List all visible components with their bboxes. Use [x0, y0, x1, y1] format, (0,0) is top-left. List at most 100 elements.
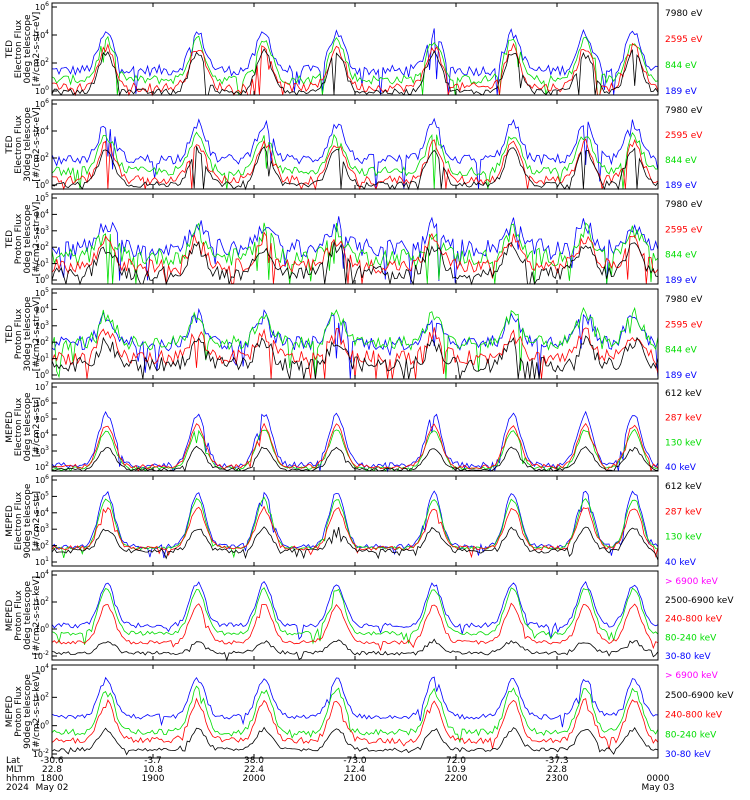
plot-frame: [51, 288, 659, 380]
y-axis-label: MEPED: [5, 505, 15, 537]
x-tick-label: 2000: [243, 774, 266, 784]
y-tick-label: 105: [35, 192, 49, 203]
x-tick-label: May 03: [642, 783, 675, 793]
panel-6: 106 105 104 103 102 101 MEPED Electron Flux 90de…: [5, 474, 702, 568]
legend-entry: 844 eV: [665, 346, 698, 356]
y-tick-label: 105: [35, 413, 49, 424]
y-tick-label: 104: [35, 663, 49, 674]
legend-entry: 240-800 keV: [665, 615, 723, 625]
series-3-line: [52, 138, 659, 191]
y-tick-label: 104: [35, 569, 49, 580]
y-axis-label: Proton Flux: [14, 686, 24, 737]
x-tick-label: -30.6: [40, 756, 64, 766]
series-3-line: [51, 697, 659, 750]
x-tick-label: 72.0: [446, 756, 466, 766]
y-tick-label: 103: [35, 445, 49, 456]
y-axis-label: [#/cm2-s-str-keV]: [32, 672, 42, 751]
y-axis-label: 90deg telescope: [23, 483, 33, 558]
y-axis-label: [#/cm2-s-str-eV]: [32, 202, 42, 277]
x-tick-label: 38.0: [244, 756, 264, 766]
y-tick-label: 100: [35, 720, 49, 731]
series-2-line: [51, 35, 659, 96]
legend-entry: 189 eV: [665, 181, 698, 191]
legend-entry: 287 keV: [665, 507, 702, 517]
panel-2: 106 104 102 100 TED Electron Flux 30deg telesc…: [5, 98, 703, 191]
plot-frame: [51, 475, 659, 567]
y-axis-label: 90deg telescope: [23, 674, 33, 749]
panel-7: 104 102 100 10-2 MEPED Proton Flux 0deg telesc…: [5, 569, 734, 662]
y-axis-label: Electron Flux: [14, 397, 24, 456]
legend-entry: 130 keV: [665, 533, 702, 543]
x-tick-label: -73.0: [343, 756, 367, 766]
legend-entry: 844 eV: [665, 251, 698, 261]
legend-entry: 130 keV: [665, 438, 702, 448]
legend-entry: 2595 eV: [665, 131, 703, 141]
x-tick-label: 10.9: [446, 765, 466, 775]
legend-entry: 2595 eV: [665, 320, 703, 330]
series-2-line: [51, 222, 659, 285]
y-axis-label: MEPED: [5, 411, 15, 443]
series-2-line: [51, 685, 659, 743]
series-3-line: [51, 505, 659, 559]
y-axis-label: MEPED: [5, 696, 15, 728]
y-tick-label: 100: [35, 179, 49, 190]
y-tick-label: 102: [35, 540, 49, 551]
legend-entry: > 6900 keV: [665, 671, 719, 681]
legend-entry: 2500-6900 keV: [665, 691, 734, 701]
y-tick-label: 102: [35, 241, 49, 252]
legend-entry: 2595 eV: [665, 225, 703, 235]
y-tick-label: 102: [35, 152, 49, 163]
y-tick-label: 103: [35, 225, 49, 236]
legend-entry: 80-240 keV: [665, 730, 717, 740]
y-tick-label: 104: [35, 507, 49, 518]
plot-frame: [51, 382, 659, 472]
y-axis-label: [#/cm2-s-str]: [32, 491, 42, 551]
y-tick-label: 104: [35, 303, 49, 314]
x-tick-label: -37.3: [545, 756, 568, 766]
x-tick-label: 12.4: [345, 765, 365, 775]
y-tick-label: 10-2: [33, 650, 49, 661]
y-axis-label: 0deg telescope: [23, 392, 33, 462]
y-tick-label: 106: [35, 1, 49, 12]
plot-frame: [51, 99, 659, 190]
y-tick-label: 100: [35, 274, 49, 285]
series-4-line: [51, 726, 659, 756]
y-axis-label: [#/cm2-s-str-keV]: [32, 576, 42, 655]
series-2-line: [51, 587, 659, 645]
legend-entry: 7980 eV: [665, 200, 703, 210]
legend-entry: 189 eV: [665, 87, 698, 97]
legend-entry: 2500-6900 keV: [665, 596, 734, 606]
plot-frame: [51, 2, 659, 96]
y-tick-label: 102: [35, 461, 49, 472]
y-tick-label: 101: [35, 556, 49, 567]
legend-entry: 612 keV: [665, 482, 702, 492]
y-axis-label: Electron Flux: [14, 115, 24, 174]
y-tick-label: 103: [35, 320, 49, 331]
y-axis-label: [#/cm2-s-str]: [32, 397, 42, 457]
y-tick-label: 104: [35, 29, 49, 40]
series-2-line: [51, 306, 659, 380]
y-tick-label: 102: [35, 596, 49, 607]
series-3-line: [51, 327, 659, 380]
x-tick-label: 1800: [41, 774, 64, 784]
legend-entry: 189 eV: [665, 371, 698, 381]
legend-entry: 30-80 keV: [665, 652, 711, 662]
x-tick-label: 1900: [142, 774, 165, 784]
y-axis-label: 0deg telescope: [23, 581, 33, 651]
series-1-line: [51, 28, 659, 96]
y-tick-label: 104: [35, 125, 49, 136]
x-tick-label: 2100: [344, 774, 367, 784]
legend-entry: 80-240 keV: [665, 633, 717, 643]
x-row-label: MLT: [6, 765, 24, 775]
y-tick-label: 105: [35, 287, 49, 298]
x-tick-label: 10.8: [143, 765, 163, 775]
y-tick-label: 106: [35, 397, 49, 408]
y-tick-label: 103: [35, 523, 49, 534]
x-tick-label: 0000: [647, 774, 670, 784]
x-row-label: Lat: [6, 756, 21, 766]
y-axis-label: Electron Flux: [14, 19, 24, 78]
legend-entry: 7980 eV: [665, 9, 703, 19]
series-2-line: [51, 496, 659, 559]
y-tick-label: 104: [35, 208, 49, 219]
series-3-line: [51, 602, 659, 652]
